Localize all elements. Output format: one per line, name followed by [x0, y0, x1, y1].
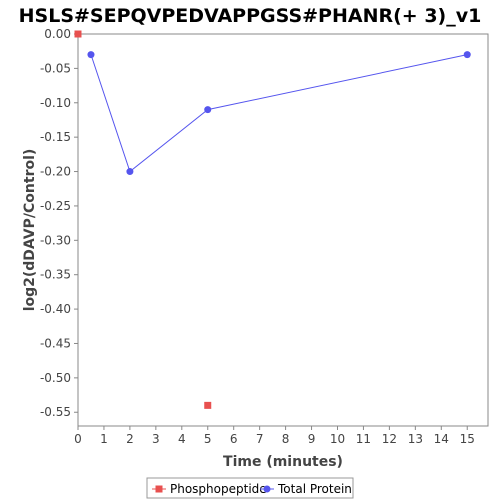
- y-tick-label: -0.20: [40, 165, 71, 179]
- x-axis: 0 1 2 3 4 5 6 7 8 9 10 11 12 13 14 15: [74, 426, 475, 446]
- y-tick-label: -0.45: [40, 336, 71, 350]
- y-tick-label: -0.50: [40, 371, 71, 385]
- data-point: [204, 106, 212, 114]
- y-tick-label: -0.30: [40, 233, 71, 247]
- y-tick-label: -0.35: [40, 268, 71, 282]
- legend-marker: [155, 485, 163, 493]
- x-tick-label: 15: [460, 432, 475, 446]
- data-point: [74, 30, 82, 38]
- y-tick-label: -0.25: [40, 199, 71, 213]
- y-axis: 0.00 -0.05 -0.10 -0.15 -0.20 -0.25 -0.30 -0.35 -…: [40, 27, 78, 419]
- legend-label: Total Protein: [277, 482, 352, 496]
- y-tick-label: -0.55: [40, 405, 71, 419]
- y-tick-label: -0.40: [40, 302, 71, 316]
- y-tick-label: -0.05: [40, 61, 71, 75]
- data-point: [463, 51, 471, 59]
- y-axis-label: log2(dDAVP/Control): [22, 149, 38, 312]
- x-tick-label: 5: [204, 432, 212, 446]
- x-tick-label: 2: [126, 432, 134, 446]
- y-tick-label: -0.15: [40, 130, 71, 144]
- x-axis-label: Time (minutes): [223, 454, 343, 470]
- x-tick-label: 1: [100, 432, 108, 446]
- x-tick-label: 3: [152, 432, 160, 446]
- x-tick-label: 9: [308, 432, 316, 446]
- legend-item: Total Protein: [260, 482, 352, 496]
- legend: Phosphopeptide Total Protein: [146, 477, 354, 499]
- x-tick-label: 10: [330, 432, 345, 446]
- x-tick-label: 6: [230, 432, 238, 446]
- data-point: [87, 51, 95, 59]
- data-point: [126, 168, 134, 176]
- legend-item: Phosphopeptide: [152, 482, 267, 496]
- y-tick-label: 0.00: [44, 27, 71, 41]
- x-tick-label: 12: [382, 432, 397, 446]
- x-tick-label: 8: [282, 432, 290, 446]
- series-total-protein: [87, 51, 471, 176]
- x-tick-label: 13: [408, 432, 423, 446]
- legend-label: Phosphopeptide: [170, 482, 267, 496]
- chart-title: HSLS#SEPQVPEDVAPPGSS#PHANR(+ 3)_v1: [19, 5, 482, 27]
- series-phosphopeptide: [74, 30, 212, 409]
- y-tick-label: -0.10: [40, 96, 71, 110]
- x-tick-label: 11: [356, 432, 371, 446]
- x-tick-label: 14: [434, 432, 449, 446]
- x-tick-label: 0: [74, 432, 82, 446]
- x-tick-label: 4: [178, 432, 186, 446]
- series-line: [90, 54, 468, 173]
- data-point: [204, 401, 212, 409]
- series-layer: [74, 30, 471, 409]
- legend-box: [146, 477, 354, 499]
- legend-marker: [263, 485, 271, 493]
- x-tick-label: 7: [256, 432, 264, 446]
- plot-area: [77, 33, 489, 427]
